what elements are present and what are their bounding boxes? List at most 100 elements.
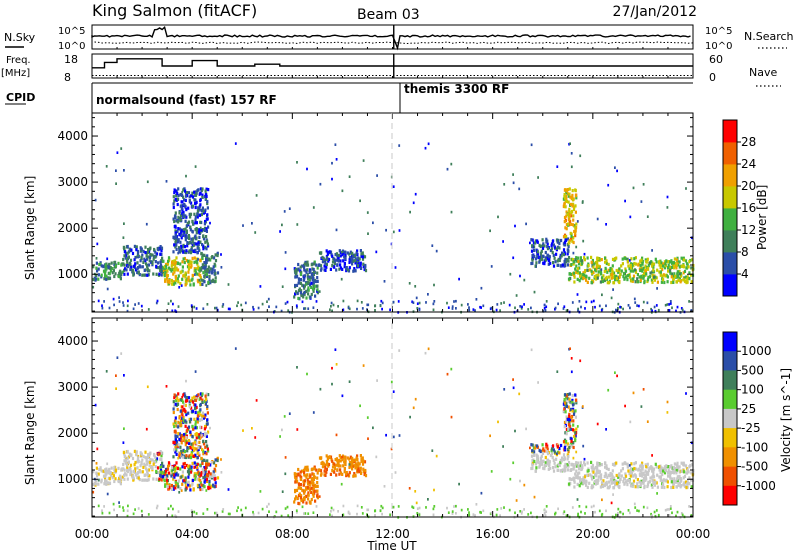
power-noise (460, 303, 463, 307)
y-tick-label: 4000 (57, 334, 88, 348)
power-noise (605, 304, 607, 308)
power-cell (672, 261, 675, 265)
velocity-cell (678, 481, 681, 485)
power-cell (123, 247, 126, 251)
velocity-cell (172, 455, 175, 459)
velocity-cell (174, 445, 177, 450)
velocity-cell (132, 469, 135, 473)
velocity-cell (182, 462, 185, 466)
power-cell (658, 263, 661, 267)
power-colorbar-segment (723, 208, 737, 220)
power-noise (570, 165, 573, 169)
velocity-cell (599, 485, 602, 489)
velocity-cell (639, 469, 642, 473)
power-cell (201, 282, 204, 286)
power-cell (359, 249, 362, 253)
velocity-noise (335, 363, 338, 366)
velocity-cell (168, 486, 171, 490)
velocity-cell (191, 409, 195, 413)
power-cell (680, 264, 683, 268)
velocity-cell (315, 468, 318, 472)
velocity-cell (174, 438, 177, 442)
velocity-noise (580, 510, 582, 514)
velocity-cell (531, 443, 534, 447)
power-noise (126, 304, 129, 308)
power-noise (544, 309, 547, 312)
power-noise (592, 299, 595, 303)
velocity-cell (335, 463, 338, 467)
velocity-cell (194, 453, 197, 457)
velocity-cell (571, 398, 574, 402)
power-cell (566, 212, 569, 217)
velocity-cell (199, 392, 202, 396)
power-noise (329, 308, 331, 311)
velocity-cell (559, 469, 562, 473)
velocity-noise (556, 370, 559, 373)
velocity-noise (624, 404, 626, 408)
velocity-cell (567, 405, 570, 409)
velocity-cell (658, 465, 661, 469)
velocity-cell (127, 460, 130, 464)
velocity-cell (145, 467, 148, 471)
velocity-cell (627, 478, 630, 483)
power-cell (542, 254, 545, 258)
velocity-cell (165, 469, 168, 473)
station-title: King Salmon (fitACF) (92, 1, 257, 20)
power-noise (583, 252, 586, 256)
velocity-cell (597, 469, 600, 473)
velocity-cell (546, 450, 549, 454)
velocity-cell (327, 462, 331, 467)
velocity-cell (650, 465, 653, 469)
velocity-noise (557, 507, 559, 511)
power-cell (189, 283, 192, 287)
velocity-cell (629, 468, 632, 472)
velocity-cell (195, 426, 198, 430)
velocity-cell (660, 485, 663, 489)
velocity-cell (124, 461, 127, 465)
velocity-cell (339, 459, 342, 463)
velocity-cell (172, 410, 175, 415)
velocity-cell (143, 473, 146, 477)
velocity-cell (191, 445, 194, 449)
velocity-cell (201, 461, 204, 465)
velocity-noise (229, 512, 231, 516)
velocity-cell (164, 475, 167, 480)
power-noise (360, 301, 363, 304)
velocity-cell (566, 463, 569, 467)
velocity-cell (545, 442, 548, 446)
velocity-cell (194, 420, 197, 424)
velocity-cell (161, 461, 164, 465)
power-cell (177, 193, 180, 197)
power-cell (174, 233, 177, 237)
power-cell (568, 213, 572, 217)
power-cell (131, 251, 135, 256)
power-cell (198, 267, 202, 271)
power-cell (187, 259, 190, 263)
power-cell (548, 255, 551, 259)
power-cell (690, 266, 693, 270)
power-cell (655, 276, 658, 280)
velocity-cell (667, 471, 670, 475)
power-cell (634, 262, 638, 266)
power-cell (213, 280, 216, 284)
power-cell (186, 194, 189, 198)
power-noise (376, 174, 378, 177)
velocity-noise (577, 512, 579, 516)
velocity-noise (279, 435, 281, 438)
power-cell (189, 225, 192, 229)
velocity-noise (296, 511, 298, 514)
power-noise (348, 175, 351, 178)
power-cell (660, 280, 663, 284)
velocity-cell (198, 412, 201, 416)
power-cell (193, 267, 196, 271)
power-cell (145, 262, 148, 266)
velocity-cell (609, 474, 612, 478)
power-noise (209, 221, 211, 225)
power-noise (177, 305, 180, 308)
velocity-noise (214, 511, 216, 515)
power-noise (668, 309, 671, 312)
velocity-cell (204, 413, 207, 417)
velocity-cell (645, 465, 648, 469)
velocity-cell (654, 480, 657, 484)
power-cell (144, 245, 147, 249)
